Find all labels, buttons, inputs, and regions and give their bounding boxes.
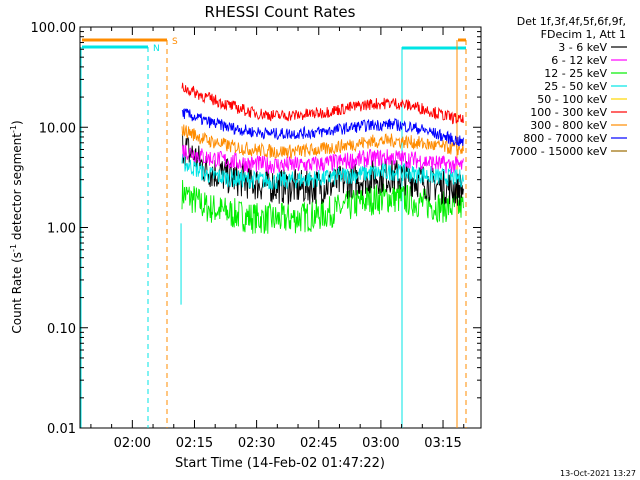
y-axis-label-pre: Count Rate (s <box>10 252 24 334</box>
series-line-25-50- <box>181 153 464 191</box>
y-axis-label: Count Rate (s-1 detector segment-1) <box>9 120 24 333</box>
x-tick-label: 02:15 <box>176 436 213 451</box>
series-line-800-7000- <box>181 108 464 147</box>
legend-label: 100 - 300 keV <box>530 106 607 119</box>
x-tick-label: 02:00 <box>114 436 151 451</box>
y-axis-label-mid: detector segment <box>10 133 24 244</box>
y-tick-label: 0.01 <box>47 422 76 437</box>
chart-title: RHESSI Count Rates <box>205 3 356 21</box>
legend-label: 300 - 800 keV <box>530 119 607 132</box>
y-axis-label-sup2: -1 <box>9 125 18 133</box>
legend-label: 800 - 7000 keV <box>523 132 607 145</box>
y-axis-label-sup1: -1 <box>9 244 18 252</box>
x-tick-label: 03:00 <box>362 436 399 451</box>
legend-label: 25 - 50 keV <box>544 80 607 93</box>
saa-label: S <box>172 37 178 47</box>
legend-header: FDecim 1, Att 1 <box>541 28 626 41</box>
legend-label: 6 - 12 keV <box>551 54 607 67</box>
y-axis-label-post: ) <box>10 120 24 125</box>
x-tick-label: 03:15 <box>424 436 461 451</box>
y-tick-label: 100.00 <box>31 21 77 36</box>
series-group <box>180 82 464 305</box>
x-axis-label: Start Time (14-Feb-02 01:47:22) <box>175 456 385 471</box>
legend-header: Det 1f,3f,4f,5f,6f,9f, <box>517 15 626 28</box>
legend-label: 7000 - 15000 keV <box>509 145 607 158</box>
x-axis: 02:00 02:15 02:30 02:45 03:00 03:15 <box>90 27 465 451</box>
series-line-100-300- <box>181 82 464 125</box>
series-line-300-800- <box>181 124 464 160</box>
y-tick-label: 0.10 <box>47 322 76 337</box>
series-line-6-12- <box>182 144 464 174</box>
timestamp: 13-Oct-2021 13:27 <box>560 469 636 478</box>
legend-label: 12 - 25 keV <box>544 67 607 80</box>
y-axis: 0.01 0.10 1.00 10.00 100.00 <box>31 21 481 437</box>
x-tick-label: 02:30 <box>238 436 275 451</box>
y-tick-label: 10.00 <box>39 121 76 136</box>
y-tick-label: 1.00 <box>47 222 76 237</box>
legend-label: 3 - 6 keV <box>558 41 607 54</box>
legend-label: 50 - 100 keV <box>537 93 607 106</box>
x-tick-label: 02:45 <box>300 436 337 451</box>
legend: Det 1f,3f,4f,5f,6f,9f,FDecim 1, Att 13 -… <box>509 15 627 158</box>
series-line-12-25- <box>181 179 464 234</box>
flag-markers: NS <box>80 37 467 428</box>
night-label: N <box>153 44 160 54</box>
